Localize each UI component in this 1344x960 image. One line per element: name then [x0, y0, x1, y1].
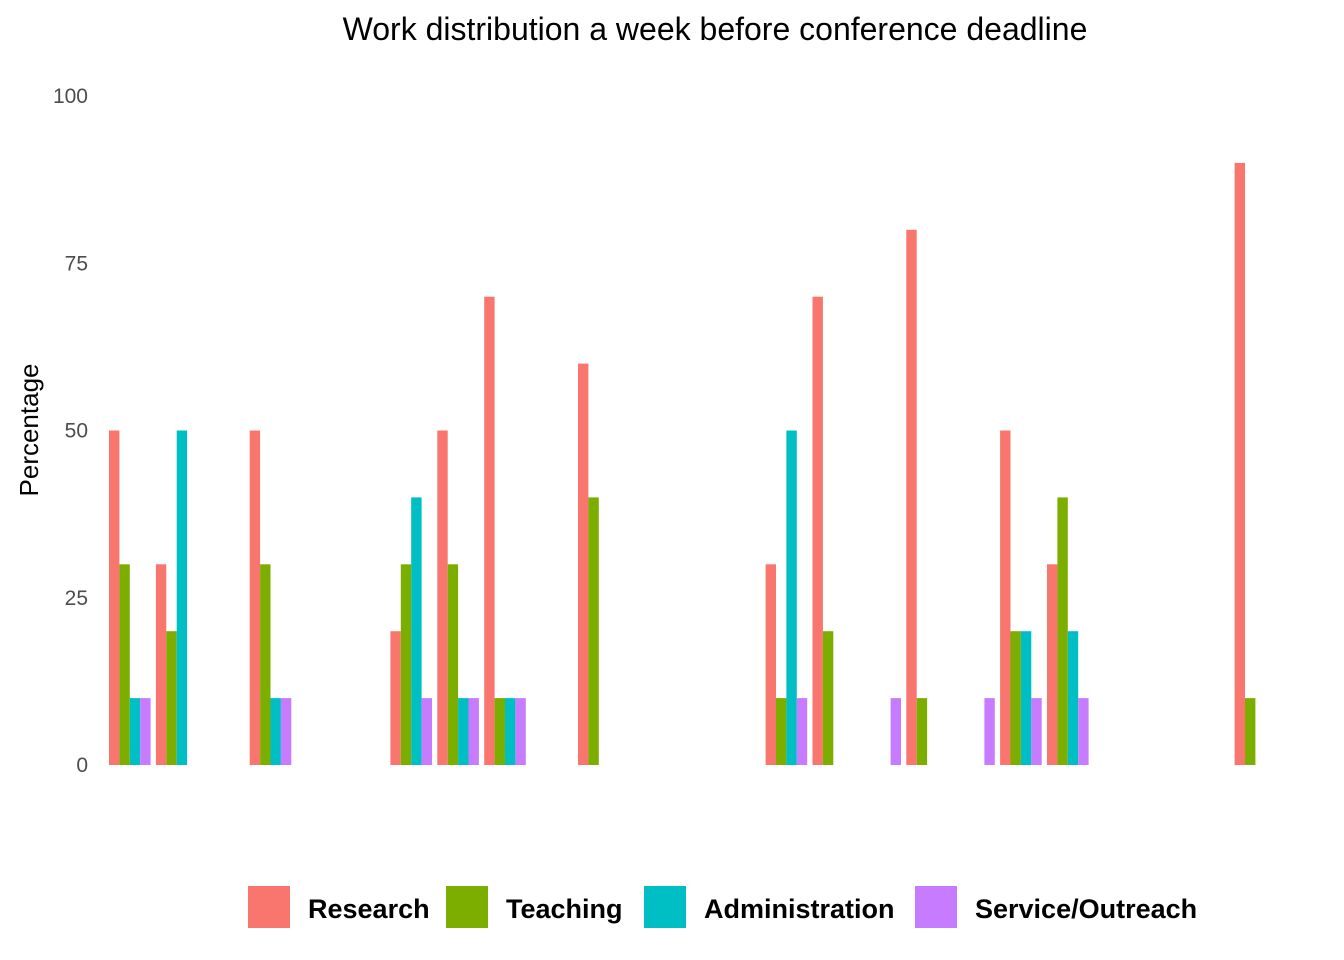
bar-research-8	[437, 430, 448, 765]
bar-administration-7	[411, 497, 422, 765]
bar-research-7	[390, 631, 401, 765]
bar-service-outreach-9	[515, 698, 526, 765]
bar-research-18	[906, 229, 917, 766]
y-tick-label: 75	[65, 252, 88, 275]
bar-research-11	[578, 363, 589, 765]
bar-service-outreach-17	[890, 698, 901, 765]
bar-service-outreach-7	[421, 698, 432, 765]
legend: Research Teaching Administration Service/Ou…	[248, 886, 1197, 928]
bar-research-1	[109, 430, 120, 765]
bar-teaching-15	[776, 698, 787, 765]
legend-swatch-service-outreach	[915, 886, 957, 928]
legend-label-teaching: Teaching	[506, 894, 623, 924]
legend-label-research: Research	[308, 894, 430, 924]
bar-service-outreach-8	[468, 698, 479, 765]
legend-swatch-teaching	[446, 886, 488, 928]
chart-title: Work distribution a week before conferen…	[343, 11, 1088, 47]
bar-teaching-1	[119, 564, 130, 765]
bar-research-21	[1047, 564, 1058, 765]
bar-administration-15	[786, 430, 797, 765]
y-tick-label: 100	[53, 85, 88, 108]
bar-research-16	[812, 296, 823, 765]
bar-service-outreach-1	[140, 698, 151, 765]
legend-label-administration: Administration	[704, 894, 895, 924]
bar-teaching-16	[822, 631, 834, 765]
bar-teaching-9	[494, 698, 505, 765]
legend-swatch-administration	[644, 886, 686, 928]
bars-group	[109, 162, 1256, 766]
bar-service-outreach-4	[280, 698, 292, 765]
bar-administration-2	[176, 430, 188, 765]
bar-service-outreach-19	[984, 698, 995, 765]
bar-teaching-11	[588, 497, 599, 765]
bar-research-15	[765, 564, 776, 765]
bar-administration-1	[129, 698, 141, 765]
legend-label-service-outreach: Service/Outreach	[975, 894, 1197, 924]
bar-teaching-20	[1010, 631, 1021, 765]
bar-service-outreach-21	[1078, 698, 1089, 765]
bar-service-outreach-15	[796, 698, 808, 765]
y-tick-label: 0	[76, 754, 88, 777]
bar-teaching-4	[260, 564, 271, 765]
bar-administration-8	[458, 698, 469, 765]
bar-administration-9	[505, 698, 516, 765]
bar-research-25	[1234, 162, 1245, 765]
y-tick-label: 50	[65, 420, 88, 443]
legend-swatch-research	[248, 886, 290, 928]
bar-service-outreach-20	[1031, 698, 1042, 765]
bar-teaching-25	[1245, 698, 1256, 765]
bar-administration-20	[1020, 631, 1032, 765]
bar-teaching-18	[916, 698, 928, 765]
y-axis-ticks: 0 25 50 75 100	[53, 85, 88, 777]
bar-research-20	[1000, 430, 1011, 765]
bar-teaching-21	[1057, 497, 1068, 765]
bar-teaching-2	[166, 631, 177, 765]
bar-administration-4	[270, 698, 281, 765]
bar-teaching-8	[447, 564, 459, 765]
bar-research-4	[249, 430, 261, 765]
bar-administration-21	[1067, 631, 1079, 765]
bar-teaching-7	[400, 564, 412, 765]
bar-research-9	[484, 296, 495, 765]
bar-research-2	[155, 564, 167, 765]
y-axis-label: Percentage	[14, 364, 44, 497]
y-tick-label: 25	[65, 587, 88, 610]
